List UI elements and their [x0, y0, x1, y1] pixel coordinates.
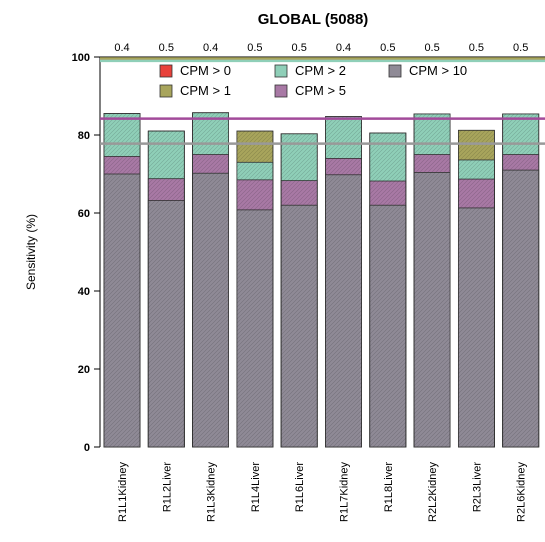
y-tick-label: 40: [78, 286, 90, 298]
legend-swatch: [274, 64, 288, 78]
y-axis-label: Sensitivity (%): [24, 214, 38, 290]
bar-hatch: [369, 205, 406, 447]
x-tick-label: R1L7Kidney: [339, 462, 351, 522]
top-value-label: 0.5: [159, 42, 174, 54]
y-tick-label: 100: [72, 52, 90, 64]
plot-area: 0 20 40 60 80 100 R1L1Kidney 0.4 R1L2Liver 0.5 R1L…: [72, 42, 545, 522]
bar-hatch: [458, 207, 495, 447]
x-tick-label: R2L6Kidney: [516, 462, 528, 522]
legend-label: CPM > 10: [409, 63, 467, 78]
x-tick-label: R1L8Liver: [383, 462, 395, 512]
top-value-label: 0.5: [380, 42, 395, 54]
bar-hatch: [281, 205, 318, 447]
top-value-label: 0.5: [292, 42, 307, 54]
top-value-label: 0.4: [336, 42, 351, 54]
top-value-label: 0.5: [469, 42, 484, 54]
top-value-label: 0.5: [424, 42, 439, 54]
top-value-label: 0.5: [247, 42, 262, 54]
bar-hatch: [192, 173, 229, 447]
bar-hatch: [104, 174, 140, 447]
legend-swatch: [274, 84, 288, 98]
legend-label: CPM > 0: [180, 63, 231, 78]
x-tick-label: R1L4Liver: [250, 462, 262, 512]
legend: CPM > 0 CPM > 2 CPM > 10 CPM > 1 CPM > 5: [159, 63, 467, 98]
x-tick-label: R2L3Liver: [471, 462, 483, 512]
bar-hatch: [502, 170, 539, 447]
y-tick-label: 0: [84, 442, 90, 454]
legend-swatch: [388, 64, 402, 78]
y-tick-label: 80: [78, 130, 90, 142]
x-tick-label: R1L3Kidney: [206, 462, 218, 522]
bar-hatch: [414, 172, 451, 447]
x-tick-label: R2L2Kidney: [427, 462, 439, 522]
y-tick-label: 60: [78, 208, 90, 220]
x-tick-label: R1L1Kidney: [117, 462, 129, 522]
bar-hatch: [325, 174, 362, 447]
x-tick-label: R1L2Liver: [161, 462, 173, 512]
y-tick-label: 20: [78, 364, 90, 376]
top-value-label: 0.5: [513, 42, 528, 54]
legend-label: CPM > 1: [180, 83, 231, 98]
legend-label: CPM > 2: [295, 63, 346, 78]
legend-swatch: [159, 84, 173, 98]
bar-hatch: [236, 209, 273, 447]
legend-label: CPM > 5: [295, 83, 346, 98]
bar-hatch: [148, 200, 185, 447]
top-value-label: 0.4: [114, 42, 129, 54]
x-tick-label: R1L6Liver: [294, 462, 306, 512]
legend-swatch: [159, 64, 173, 78]
chart-title: GLOBAL (5088): [258, 11, 369, 28]
top-value-label: 0.4: [203, 42, 218, 54]
